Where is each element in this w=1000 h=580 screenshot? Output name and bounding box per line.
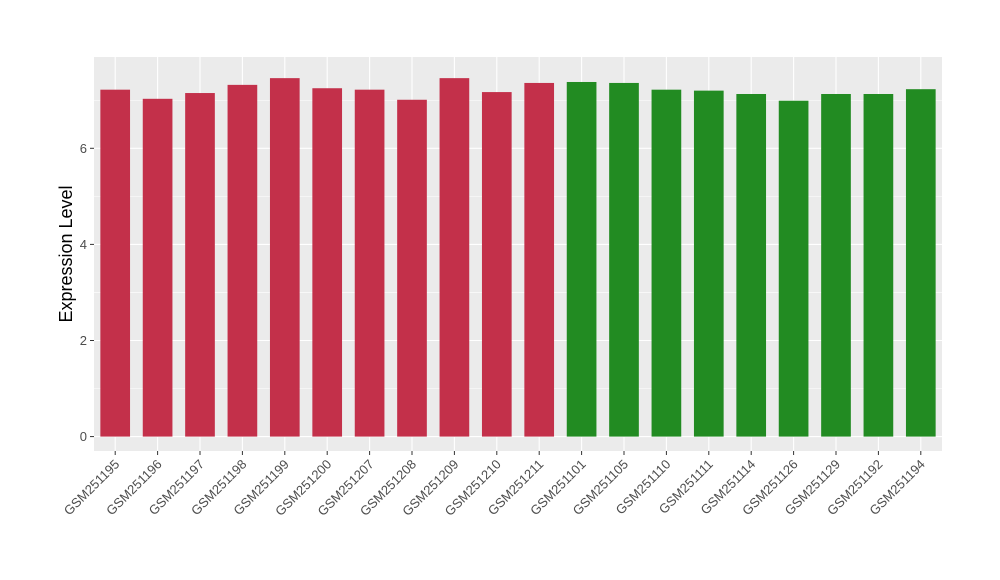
bar-GSM251110 [651, 89, 682, 437]
bar-GSM251126 [778, 100, 809, 437]
bar-GSM251101 [566, 81, 597, 437]
bar-GSM251200 [312, 88, 343, 437]
bar-GSM251195 [100, 89, 131, 437]
bar-GSM251194 [905, 89, 936, 437]
bar-GSM251105 [609, 82, 639, 437]
bar-GSM251199 [269, 78, 300, 437]
bars [100, 78, 936, 437]
y-tick-label: 0 [80, 429, 87, 444]
bar-GSM251192 [863, 93, 894, 437]
bar-GSM251209 [439, 78, 470, 437]
bar-GSM251196 [142, 98, 173, 437]
y-axis: 0 2 4 6 [80, 141, 94, 444]
bar-GSM251129 [821, 93, 851, 437]
bar-GSM251211 [524, 82, 555, 437]
y-axis-label: Expression Level [56, 185, 76, 322]
y-tick-label: 6 [80, 141, 87, 156]
y-tick-label: 2 [80, 333, 87, 348]
bar-GSM251207 [354, 89, 385, 437]
bar-GSM251198 [227, 84, 258, 437]
bar-GSM251114 [736, 93, 767, 437]
bar-GSM251197 [185, 93, 215, 437]
y-tick-label: 4 [80, 237, 87, 252]
x-axis: GSM251195GSM251196GSM251197GSM251198GSM2… [61, 451, 928, 519]
bar-GSM251210 [481, 92, 512, 437]
bar-GSM251111 [693, 90, 724, 437]
bar-GSM251208 [397, 99, 427, 437]
plot-panel [94, 57, 942, 451]
